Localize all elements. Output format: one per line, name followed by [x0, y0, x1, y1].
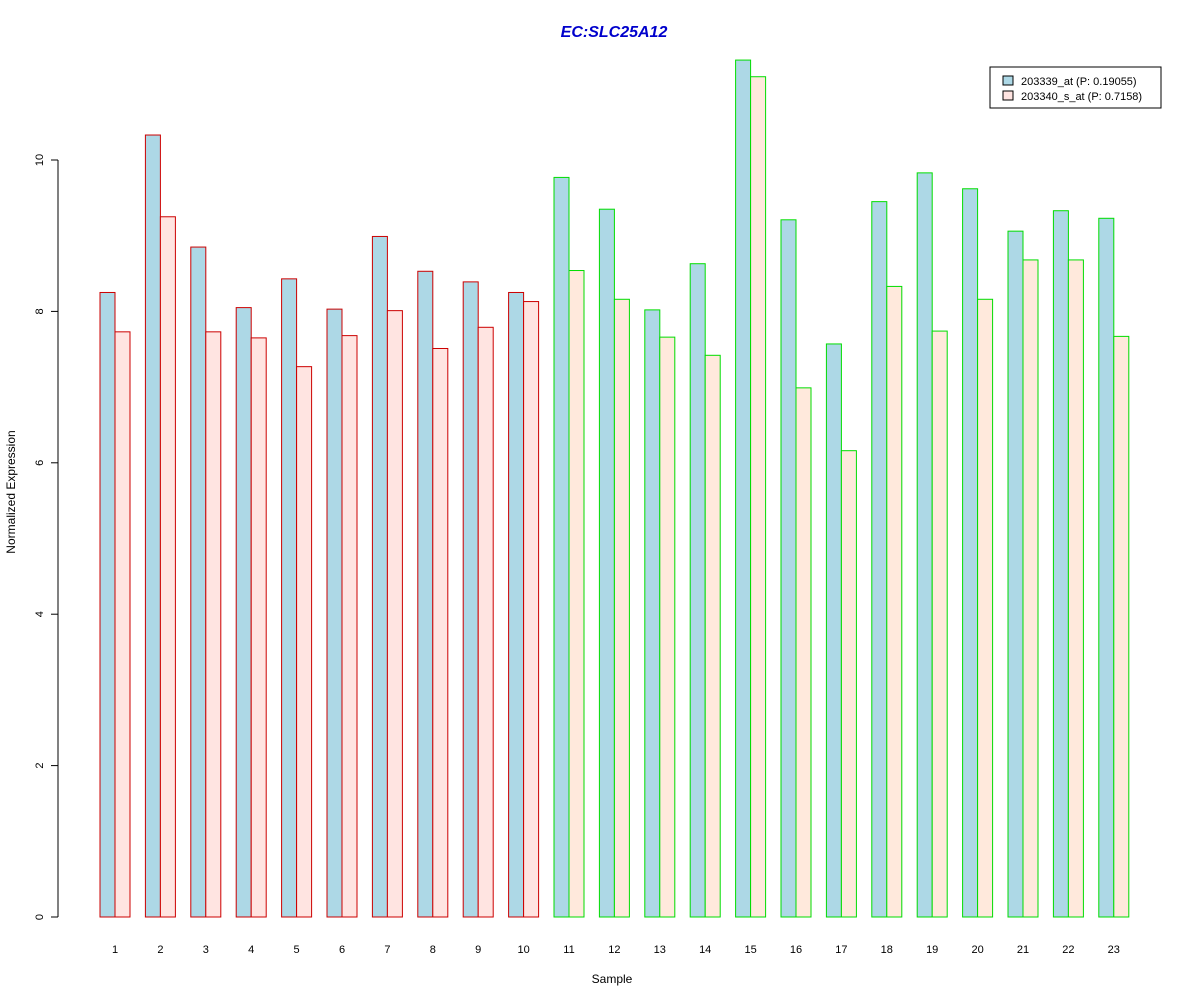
x-tick-label: 14	[699, 944, 711, 956]
x-axis-label: Sample	[592, 972, 633, 986]
bar-series-2	[659, 336, 676, 918]
y-tick-label: 10	[34, 154, 46, 166]
bar-series-2	[568, 270, 585, 918]
bar-series-1	[326, 308, 343, 918]
bar-series-1	[281, 278, 298, 918]
chart-title: EC:SLC25A12	[561, 24, 668, 41]
bar-series-2	[931, 330, 948, 918]
bar-series-2	[977, 298, 994, 918]
y-tick-label: 8	[34, 308, 46, 314]
x-tick-label: 3	[203, 944, 209, 956]
bar-series-1	[190, 246, 207, 918]
bar-series-1	[598, 208, 615, 918]
x-tick-label: 20	[971, 944, 983, 956]
bar-series-1	[1007, 230, 1024, 918]
bar-series-2	[840, 450, 857, 918]
x-tick-label: 10	[517, 944, 529, 956]
bar-series-2	[477, 326, 494, 918]
legend-swatch-series-2	[1002, 90, 1014, 101]
bar-series-2	[750, 76, 767, 918]
x-tick-label: 18	[881, 944, 893, 956]
y-tick-label: 2	[34, 763, 46, 769]
x-tick-label: 11	[563, 944, 574, 956]
bar-series-1	[871, 201, 888, 918]
x-tick-label: 6	[339, 944, 345, 956]
bar-series-2	[1022, 259, 1039, 918]
bar-series-2	[159, 216, 176, 918]
bar-series-1	[644, 309, 661, 918]
bar-series-2	[1113, 335, 1130, 918]
bar-series-1	[780, 219, 797, 918]
bar-series-1	[144, 134, 161, 918]
bar-series-2	[114, 331, 131, 918]
x-tick-label: 16	[790, 944, 802, 956]
bar-series-2	[1067, 259, 1084, 918]
bar-series-1	[462, 281, 479, 918]
x-tick-label: 21	[1017, 944, 1029, 956]
bar-series-2	[523, 301, 540, 918]
bar-series-1	[1098, 217, 1115, 918]
x-tick-label: 22	[1062, 944, 1074, 956]
y-axis: 0 2 4 6 8 10	[34, 154, 59, 920]
legend-box	[989, 66, 1162, 109]
legend-label-series-2: 203340_s_at (P: 0.7158)	[1021, 91, 1142, 103]
bar-series-1	[235, 307, 252, 918]
x-tick-label: 1	[112, 944, 118, 956]
bar-series-1	[508, 291, 525, 918]
bar-series-2	[704, 354, 721, 918]
x-tick-label: 19	[926, 944, 938, 956]
bar-series-2	[432, 347, 449, 918]
x-tick-label: 8	[430, 944, 436, 956]
bar-series-2	[296, 366, 313, 918]
bar-series-2	[886, 285, 903, 918]
x-tick-label: 4	[248, 944, 254, 956]
bar-series-2	[386, 310, 403, 918]
bar-series-1	[417, 270, 434, 918]
x-tick-label: 9	[475, 944, 481, 956]
x-tick-label: 12	[608, 944, 620, 956]
x-tick-label: 7	[384, 944, 390, 956]
bar-series-1	[825, 343, 842, 918]
x-tick-label: 13	[654, 944, 666, 956]
legend: 203339_at (P: 0.19055) 203340_s_at (P: 0…	[989, 66, 1162, 109]
bar-series-1	[553, 176, 570, 918]
y-tick-label: 4	[34, 611, 46, 617]
y-axis-label: Normalized Expression	[4, 430, 18, 553]
y-tick-label: 6	[34, 460, 46, 466]
bar-series-2	[205, 331, 222, 918]
bar-series-2	[341, 335, 358, 918]
x-tick-label: 2	[157, 944, 163, 956]
bar-series-2	[250, 337, 267, 918]
x-tick-label: 23	[1108, 944, 1120, 956]
y-tick-label: 0	[34, 914, 46, 920]
x-tick-label: 15	[744, 944, 756, 956]
bar-series-2	[613, 298, 630, 918]
bar-series-1	[371, 235, 388, 918]
bar-series-2	[795, 387, 812, 918]
bar-series-1	[689, 263, 706, 918]
legend-label-series-1: 203339_at (P: 0.19055)	[1021, 76, 1137, 88]
bar-series-1	[1052, 210, 1069, 918]
bar-series-1	[735, 59, 752, 918]
bar-series-1	[962, 188, 979, 918]
x-tick-label: 5	[294, 944, 300, 956]
bars-group	[99, 59, 1130, 918]
bar-series-1	[99, 291, 116, 918]
x-tick-label: 17	[835, 944, 847, 956]
bar-series-1	[916, 172, 933, 918]
x-tick-labels: 1 2 3 4 5 6 7 8 9 10 11 12 13 14 15 16 17 18 19 20 21 22 23	[112, 944, 1120, 956]
legend-swatch-series-1	[1002, 75, 1014, 86]
